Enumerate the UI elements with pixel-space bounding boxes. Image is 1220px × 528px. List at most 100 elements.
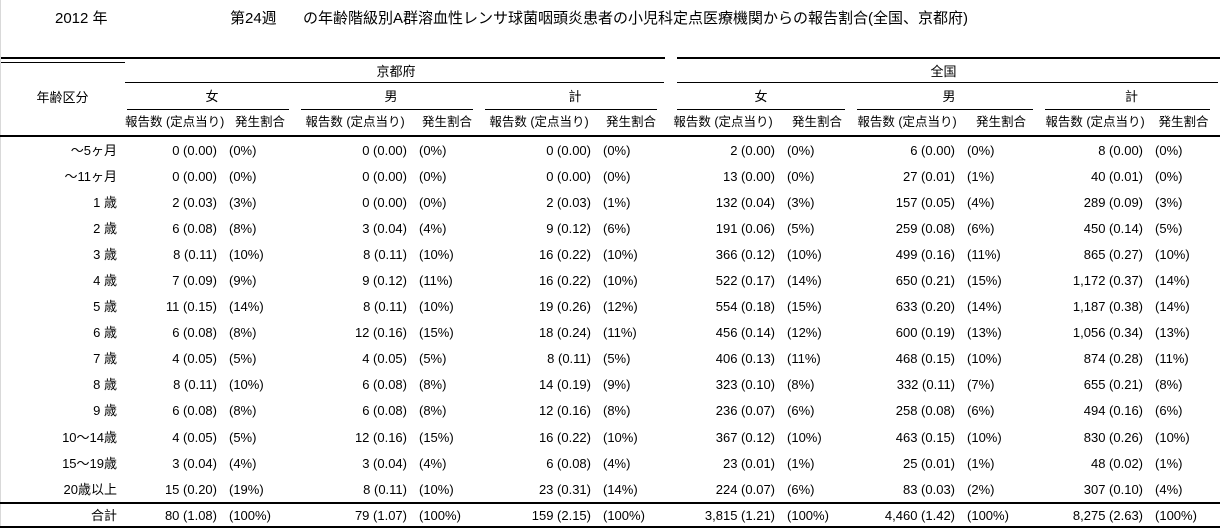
- table-body: 〜5ヶ月 0 (0.00) (0%) 0 (0.00) (0%) 0 (0.00) (0%)…: [0, 136, 1220, 528]
- report-count-cell: 4,460 (1.42): [855, 502, 960, 528]
- report-count-cell: 655 (0.21): [1083, 377, 1144, 393]
- ratio-cell: (100%): [779, 502, 856, 528]
- age-cell: 4 歳: [93, 273, 117, 289]
- report-count-cell: 830 (0.26): [1083, 429, 1144, 445]
- title-week: 第24週: [230, 10, 277, 27]
- ratio-cell: (0%): [1155, 168, 1183, 184]
- age-cell: 15〜19歳: [62, 455, 117, 471]
- report-count-cell: 468 (0.15): [895, 351, 956, 367]
- report-count-cell: 332 (0.11): [896, 377, 956, 393]
- report-count-cell: 48 (0.02): [1090, 455, 1144, 471]
- ratio-cell: (12%): [603, 299, 638, 315]
- report-count-cell: 289 (0.09): [1083, 194, 1144, 210]
- report-count-cell: 16 (0.22): [538, 273, 591, 289]
- ratio-cell: (2%): [967, 481, 995, 497]
- table-row: 〜5ヶ月 0 (0.00) (0%) 0 (0.00) (0%) 0 (0.00) (0%)…: [0, 136, 1220, 163]
- ratio-cell: (10%): [603, 273, 638, 289]
- report-count-cell: 27 (0.01): [902, 168, 956, 184]
- report-count-cell: 8 (0.11): [363, 246, 407, 262]
- ratio-cell: (0%): [603, 142, 631, 158]
- ratio-cell: (3%): [787, 194, 815, 210]
- report-count-cell: 522 (0.17): [715, 273, 776, 289]
- ratio-cell: (12%): [787, 325, 822, 341]
- age-cell: 6 歳: [93, 325, 117, 341]
- ratio-cell: (3%): [229, 194, 257, 210]
- report-count-cell: 8 (0.11): [363, 299, 407, 315]
- subheader-report: 報告数 (定点当り): [299, 110, 411, 137]
- sheet-gridline-left: [0, 0, 1, 528]
- ratio-cell: (15%): [967, 273, 1002, 289]
- ratio-cell: (100%): [221, 502, 299, 528]
- report-count-cell: 157 (0.05): [895, 194, 956, 210]
- report-count-cell: 3,815 (1.21): [667, 502, 780, 528]
- report-count-cell: 16 (0.22): [538, 429, 591, 445]
- report-count-cell: 40 (0.01): [1090, 168, 1144, 184]
- report-count-cell: 2 (0.00): [730, 142, 776, 158]
- age-cell: 3 歳: [93, 246, 117, 262]
- report-count-cell: 0 (0.00): [362, 142, 407, 158]
- subheader-ratio: 発生割合: [595, 110, 668, 137]
- ratio-cell: (0%): [419, 142, 447, 158]
- subheader-report: 報告数 (定点当り): [667, 110, 780, 137]
- ratio-cell: (10%): [419, 299, 454, 315]
- ratio-cell: (0%): [967, 142, 995, 158]
- ratio-cell: (0%): [229, 168, 257, 184]
- report-count-cell: 3 (0.04): [172, 455, 217, 471]
- ratio-cell: (9%): [229, 273, 257, 289]
- report-count-cell: 6 (0.08): [362, 403, 407, 419]
- ratio-cell: (100%): [1147, 502, 1220, 528]
- ratio-cell: (11%): [787, 351, 821, 367]
- title-year: 2012 年: [55, 10, 108, 27]
- age-cell: 8 歳: [93, 377, 117, 393]
- ratio-cell: (14%): [229, 299, 264, 315]
- report-count-cell: 236 (0.07): [715, 403, 776, 419]
- subheader-report: 報告数 (定点当り): [125, 110, 224, 137]
- table-row: 3 歳 8 (0.11) (10%) 8 (0.11) (10%) 16 (0.22) (1…: [0, 241, 1220, 267]
- report-table: 年齢区分 京都府 全国 女 男 計 女 男 計 報告数 (定点当り) 発生割合 …: [0, 59, 1220, 528]
- header-row-region: 年齢区分 京都府 全国: [0, 59, 1220, 137]
- report-count-cell: 323 (0.10): [715, 377, 776, 393]
- ratio-cell: (4%): [229, 455, 257, 471]
- report-count-cell: 874 (0.28): [1083, 351, 1144, 367]
- ratio-cell: (11%): [967, 246, 1001, 262]
- report-count-cell: 367 (0.12): [715, 429, 776, 445]
- age-cell: 合計: [0, 502, 125, 528]
- report-count-cell: 3 (0.04): [362, 455, 407, 471]
- report-count-cell: 494 (0.16): [1083, 403, 1144, 419]
- ratio-cell: (8%): [787, 377, 815, 393]
- ratio-cell: (10%): [1155, 246, 1190, 262]
- ratio-cell: (6%): [967, 403, 995, 419]
- report-count-cell: 259 (0.08): [895, 220, 956, 236]
- report-count-cell: 366 (0.12): [715, 246, 776, 262]
- subheader-ratio: 発生割合: [779, 110, 856, 137]
- ratio-cell: (4%): [603, 455, 631, 471]
- report-count-cell: 406 (0.13): [715, 351, 776, 367]
- report-count-cell: 3 (0.04): [362, 220, 407, 236]
- ratio-cell: (10%): [1155, 429, 1190, 445]
- report-count-cell: 8,275 (2.63): [1043, 502, 1148, 528]
- ratio-cell: (8%): [229, 220, 257, 236]
- ratio-cell: (11%): [603, 325, 637, 341]
- report-count-cell: 8 (0.11): [363, 481, 407, 497]
- report-count-cell: 13 (0.00): [722, 168, 776, 184]
- ratio-cell: (0%): [229, 142, 257, 158]
- age-cell: 〜11ヶ月: [64, 168, 118, 184]
- report-count-cell: 224 (0.07): [715, 481, 776, 497]
- report-count-cell: 23 (0.31): [538, 481, 591, 497]
- report-count-cell: 83 (0.03): [902, 481, 956, 497]
- report-count-cell: 8 (0.11): [547, 351, 591, 367]
- header-row-sub: 報告数 (定点当り) 発生割合 報告数 (定点当り) 発生割合 報告数 (定点当…: [0, 110, 1220, 137]
- table-row: 20歳以上 15 (0.20) (19%) 8 (0.11) (10%) 23 (0.31…: [0, 476, 1220, 503]
- ratio-cell: (4%): [419, 220, 447, 236]
- ratio-cell: (14%): [967, 299, 1002, 315]
- report-count-cell: 1,172 (0.37): [1072, 273, 1144, 289]
- table-top-rule-right: [677, 57, 1220, 59]
- report-count-cell: 865 (0.27): [1083, 246, 1144, 262]
- ratio-cell: (10%): [603, 429, 638, 445]
- ratio-cell: (5%): [229, 351, 257, 367]
- ratio-cell: (100%): [959, 502, 1044, 528]
- report-count-cell: 0 (0.00): [362, 168, 407, 184]
- table-top-rule-left: [0, 57, 665, 59]
- report-count-cell: 8 (0.11): [173, 246, 217, 262]
